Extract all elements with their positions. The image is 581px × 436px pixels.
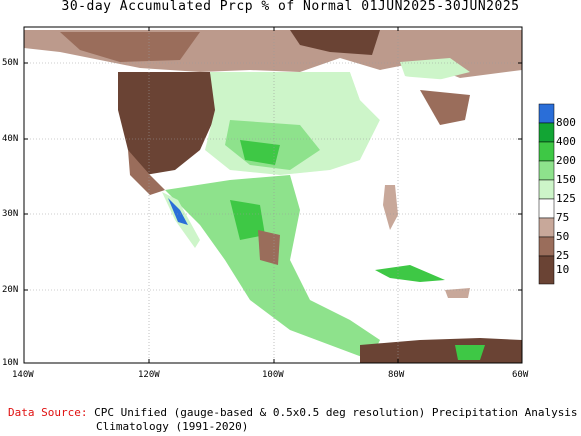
legend-label-800: 800 (556, 116, 576, 129)
legend-label-50: 50 (556, 230, 570, 243)
legend-label-75: 75 (556, 211, 570, 224)
x-tick-label: 80W (388, 370, 405, 380)
mexico-very-wet (230, 200, 265, 240)
mexico (165, 175, 380, 360)
mexico-dry (258, 230, 280, 265)
legend-label-125: 125 (556, 192, 576, 205)
footer-line-2: Climatology (1991-2020) (96, 420, 249, 433)
cuba (375, 265, 445, 282)
legend-label-10: 10 (556, 263, 570, 276)
footer-line-1: Data Source: CPC Unified (gauge-based & … (8, 406, 578, 420)
legend-swatch-400 (538, 122, 555, 143)
legend-swatch-800 (538, 103, 555, 124)
south-america-wet (455, 345, 485, 360)
legend-swatch-10 (538, 255, 555, 285)
legend-swatch-75 (538, 198, 555, 219)
gridlines (24, 27, 522, 363)
baja-extreme-wet (168, 198, 188, 225)
legend-swatch-50 (538, 217, 555, 238)
y-tick-label: 30N (2, 209, 19, 219)
us-west-dry (118, 72, 218, 175)
tick-marks (24, 27, 522, 363)
map-frame (23, 26, 523, 364)
y-tick-label: 40N (2, 134, 19, 144)
x-tick-label: 120W (138, 370, 160, 380)
legend-label-200: 200 (556, 154, 576, 167)
legend-swatch-125 (538, 179, 555, 200)
x-tick-label: 60W (512, 370, 529, 380)
canada-wet-patch (400, 58, 470, 82)
x-tick-label: 140W (12, 370, 34, 380)
legend-label-400: 400 (556, 135, 576, 148)
canada-dry-northwest (60, 32, 200, 62)
legend-label-25: 25 (556, 249, 570, 262)
hispaniola (445, 288, 470, 298)
us-central-very-wet (240, 140, 280, 165)
south-america (360, 338, 522, 363)
legend-colorbar (538, 103, 555, 285)
legend-swatch-25 (538, 236, 555, 257)
legend-label-150: 150 (556, 173, 576, 186)
map-title: 30-day Accumulated Prcp % of Normal 01JU… (61, 0, 520, 14)
legend-swatch-200 (538, 141, 555, 162)
canada-very-dry (290, 30, 380, 55)
data-source-footer: Data Source: CPC Unified (gauge-based & … (8, 406, 578, 434)
data-source-label: Data Source: (8, 406, 88, 419)
legend-swatch-150 (538, 160, 555, 181)
y-tick-label: 20N (2, 285, 19, 295)
us-west-midbrown (128, 150, 165, 195)
y-tick-label: 50N (2, 58, 19, 68)
land-shading (24, 30, 522, 363)
us-northeast-dry (420, 90, 470, 125)
y-tick-label: 10N (2, 358, 19, 368)
x-tick-label: 100W (262, 370, 284, 380)
data-source-text: CPC Unified (gauge-based & 0.5x0.5 deg r… (94, 406, 578, 419)
florida (383, 185, 398, 230)
